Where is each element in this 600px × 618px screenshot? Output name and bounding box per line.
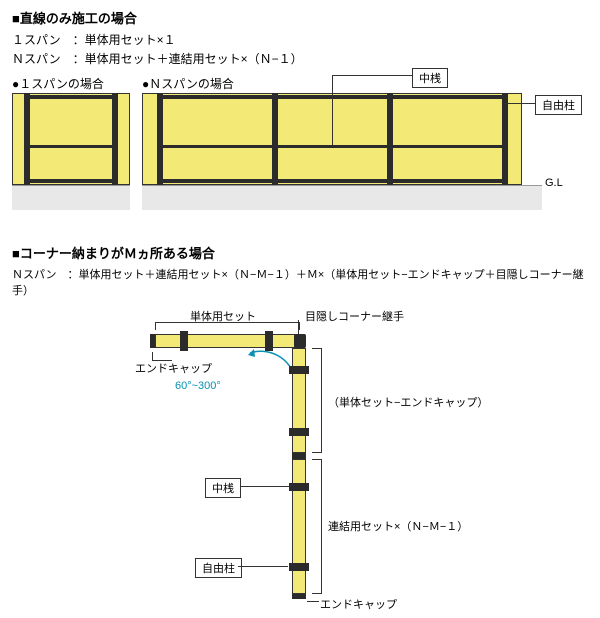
rail-nmid	[157, 145, 508, 148]
lbl-nakasan2: 中桟	[205, 478, 241, 498]
co-jiyu-v	[505, 97, 506, 98]
ar-jiyu	[238, 566, 288, 567]
endcap-bot	[292, 594, 306, 599]
lbl-endcap: エンドキャップ	[135, 360, 212, 376]
brace-renketsu	[312, 459, 322, 594]
post-v2b	[289, 563, 309, 571]
beam-v2	[292, 459, 306, 594]
section2-title: ■コーナー納まりがＭヵ所ある場合	[12, 243, 600, 262]
ar-endcap-curve	[152, 360, 172, 361]
ar-endcap	[152, 352, 153, 360]
top-diagram: ●１スパンの場合 ●Ｎスパンの場合 中桟 自由柱 G.L	[12, 75, 588, 225]
sub1-title: ●１スパンの場合	[12, 75, 104, 92]
rail-1top	[24, 95, 118, 99]
endcap-left	[150, 334, 155, 348]
co-nakasan-v	[332, 75, 333, 145]
rail-nbot	[157, 179, 508, 183]
corner-diagram: 単体用セット 目隠しコーナー継手 エンドキャップ 60°~300° （単体セット…	[100, 308, 500, 618]
brace-tantai-end	[312, 348, 322, 453]
lbl-mekakushi: 目隠しコーナー継手	[305, 308, 404, 324]
lbl-tantai-end: （単体セット−エンドキャップ）	[328, 394, 488, 410]
ground-n	[142, 185, 542, 210]
section1-formula2: Ｎスパン ：単体用セット＋連結用セット×（Ｎ−１）	[12, 50, 600, 67]
beam-v1	[292, 348, 306, 453]
ground-1	[12, 185, 130, 210]
sub2-title: ●Ｎスパンの場合	[142, 75, 234, 92]
rail-1bot	[24, 179, 118, 183]
post-v1b	[289, 428, 309, 436]
ar-nakasan	[240, 486, 290, 487]
gl-label: G.L	[545, 177, 563, 189]
lbl-endcap2: エンドキャップ	[320, 596, 397, 612]
co-nakasan-h	[332, 75, 412, 76]
lbl-angle: 60°~300°	[175, 380, 221, 392]
label-nakasan: 中桟	[412, 68, 448, 88]
lbl-jiyuchu2: 自由柱	[195, 558, 242, 578]
post-v2a	[289, 483, 309, 491]
section1-formula1: １スパン ：単体用セット×１	[12, 31, 600, 48]
rail-1mid	[24, 145, 118, 148]
label-jiyuchu: 自由柱	[535, 95, 582, 115]
ar-endcap2	[307, 601, 319, 602]
section2-formula1: Ｎスパン ：単体用セット＋連結用セット×（Ｎ−Ｍ−１）＋Ｍ×（単体用セット−エン…	[12, 266, 600, 298]
post-h1	[180, 331, 188, 351]
section1-title: ■直線のみ施工の場合	[12, 8, 600, 27]
co-jiyu-h	[505, 103, 535, 104]
post-v1a	[289, 366, 309, 374]
lbl-renketsu: 連結用セット×（Ｎ−Ｍ−１）	[328, 518, 468, 534]
